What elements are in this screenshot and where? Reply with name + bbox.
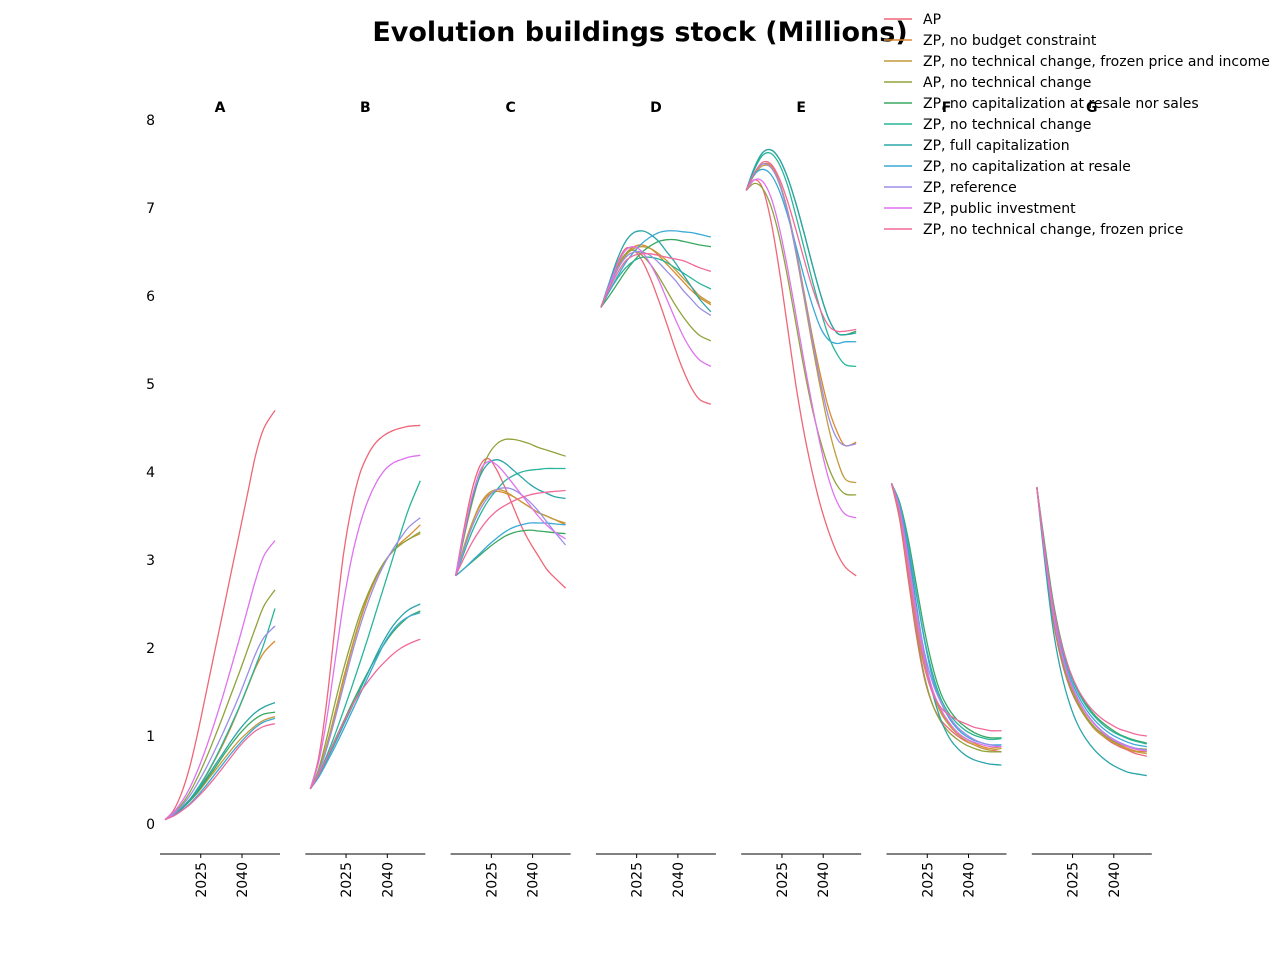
legend-label: ZP, no capitalization at resale nor sale…	[923, 96, 1199, 112]
x-tick-label: 2040	[1107, 862, 1123, 898]
legend: AP ZP, no budget constraint ZP, no technic…	[884, 12, 1270, 238]
y-tick-label: 8	[146, 113, 155, 129]
panel-a: A 2025 2040	[160, 100, 280, 898]
y-axis: 0 1 2 3 4 5 6 7 8	[146, 113, 155, 833]
legend-item: ZP, reference	[884, 180, 1017, 196]
panel-title: B	[360, 100, 371, 116]
series-line-f-10	[892, 483, 1002, 730]
panel-title: C	[505, 100, 515, 116]
series-line-e-1	[746, 163, 856, 446]
panel-title: D	[650, 100, 662, 116]
x-tick-label: 2025	[630, 862, 646, 898]
y-tick-label: 0	[146, 817, 155, 833]
y-tick-label: 3	[146, 553, 155, 569]
panel-f: F 2025 2040	[887, 100, 1007, 898]
series-line-e-6	[746, 149, 856, 334]
legend-item: AP, no technical change	[884, 75, 1091, 91]
x-tick-label: 2025	[775, 862, 791, 898]
x-tick-label: 2025	[920, 862, 936, 898]
legend-item: ZP, no technical change, frozen price an…	[884, 54, 1270, 70]
y-tick-label: 1	[146, 729, 155, 745]
x-tick-label: 2040	[962, 862, 978, 898]
series-line-c-9	[456, 461, 566, 576]
legend-label: ZP, no technical change, frozen price an…	[923, 54, 1270, 70]
panel-c: C 2025 2040	[451, 100, 571, 898]
series-line-c-3	[456, 439, 566, 576]
y-tick-label: 7	[146, 201, 155, 217]
panel-title: A	[215, 100, 226, 116]
legend-label: ZP, no budget constraint	[923, 33, 1097, 49]
series-line-a-9	[165, 541, 275, 820]
panel-g: G2025 2040	[1032, 100, 1152, 898]
legend-label: ZP, no technical change, frozen price	[923, 222, 1183, 238]
x-tick-label: 2025	[194, 862, 210, 898]
y-tick-label: 5	[146, 377, 155, 393]
legend-item: ZP, no budget constraint	[884, 33, 1097, 49]
series-line-b-0	[310, 425, 420, 788]
series-line-e-3	[746, 183, 856, 495]
series-line-b-8	[310, 518, 420, 789]
legend-label: AP	[923, 12, 941, 28]
series-line-c-4	[456, 530, 566, 576]
series-line-a-5	[165, 608, 275, 819]
x-tick-label: 2040	[671, 862, 687, 898]
panels: A 2025 2040 B 2025 2040 C 2025 2040 D 2025 2040 E 202…	[160, 100, 1152, 898]
series-line-f-5	[892, 483, 1002, 739]
panel-b: B 2025 2040	[305, 100, 425, 898]
series-line-b-10	[310, 639, 420, 789]
panel-title: E	[796, 100, 806, 116]
legend-item: ZP, no capitalization at resale nor sale…	[884, 96, 1199, 112]
series-line-e-7	[746, 169, 856, 343]
panel-d: D 2025 2040	[596, 100, 716, 898]
series-line-e-4	[746, 149, 856, 335]
legend-item: ZP, full capitalization	[884, 138, 1070, 154]
x-tick-label: 2040	[380, 862, 396, 898]
series-line-f-9	[892, 483, 1002, 746]
y-tick-label: 4	[146, 465, 155, 481]
x-tick-label: 2040	[526, 862, 542, 898]
legend-item: ZP, no technical change	[884, 117, 1091, 133]
x-tick-label: 2025	[1066, 862, 1082, 898]
panel-e: E 2025 2040	[741, 100, 861, 898]
series-line-d-9	[601, 247, 711, 367]
chart-title: Evolution buildings stock (Millions)	[372, 17, 907, 48]
legend-label: ZP, reference	[923, 180, 1017, 196]
series-line-f-4	[892, 483, 1002, 738]
legend-label: AP, no technical change	[923, 75, 1091, 91]
series-line-e-8	[746, 164, 856, 446]
legend-label: ZP, no capitalization at resale	[923, 159, 1131, 175]
y-tick-label: 6	[146, 289, 155, 305]
legend-item: ZP, no technical change, frozen price	[884, 222, 1183, 238]
legend-item: ZP, public investment	[884, 201, 1076, 217]
legend-item: ZP, no capitalization at resale	[884, 159, 1131, 175]
x-tick-label: 2025	[339, 862, 355, 898]
x-tick-label: 2040	[235, 862, 251, 898]
series-line-e-2	[746, 165, 856, 483]
legend-label: ZP, no technical change	[923, 117, 1091, 133]
legend-label: ZP, full capitalization	[923, 138, 1070, 154]
x-tick-label: 2040	[816, 862, 832, 898]
x-tick-label: 2025	[484, 862, 500, 898]
series-line-f-8	[892, 483, 1002, 746]
legend-label: ZP, public investment	[923, 201, 1076, 217]
y-tick-label: 2	[146, 641, 155, 657]
